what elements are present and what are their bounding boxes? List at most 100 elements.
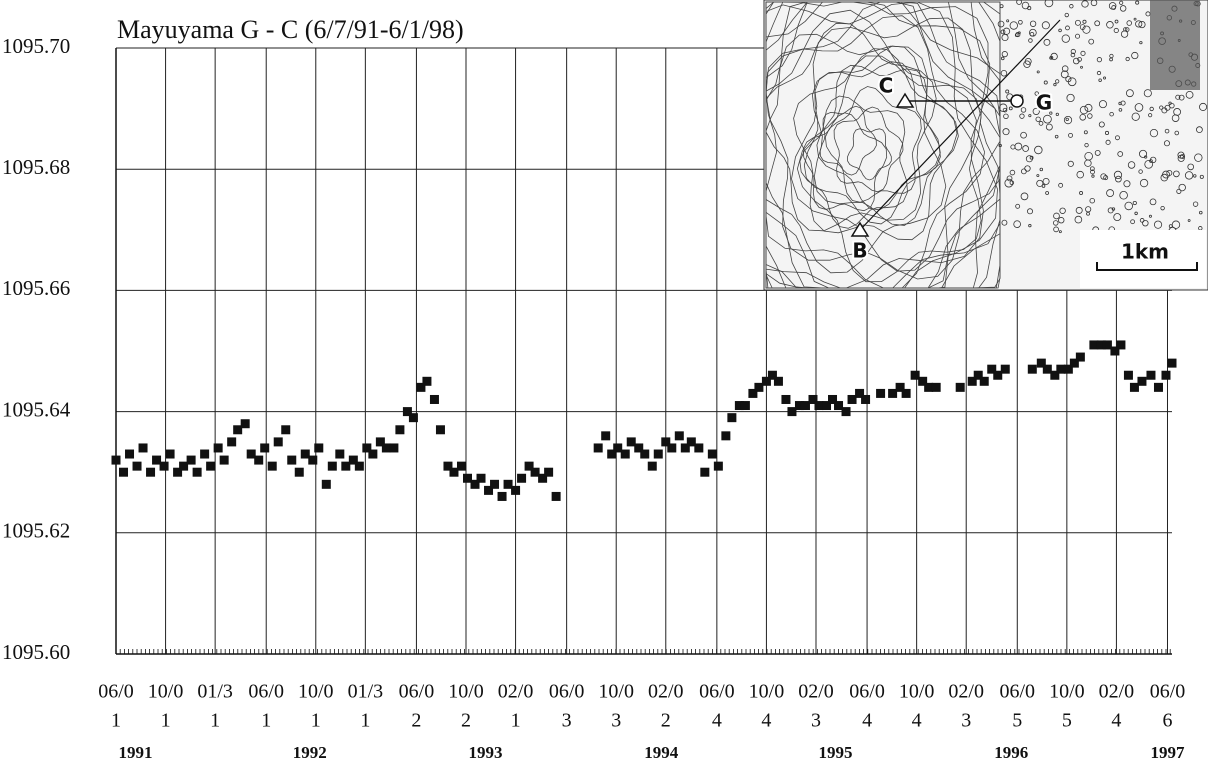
point bbox=[640, 450, 649, 459]
x-tick-label: 10/0 bbox=[899, 681, 935, 703]
point bbox=[667, 443, 676, 452]
x-tick-sublabel: 5 bbox=[1062, 710, 1072, 732]
point bbox=[727, 413, 736, 422]
point bbox=[193, 468, 202, 477]
x-tick-label: 10/0 bbox=[598, 681, 634, 703]
map-label: C bbox=[879, 74, 894, 98]
point bbox=[876, 389, 885, 398]
point bbox=[1146, 371, 1155, 380]
x-tick-sublabel: 1 bbox=[111, 710, 121, 732]
x-tick-sublabel: 3 bbox=[562, 710, 572, 732]
y-tick-label: 1095.70 bbox=[2, 34, 70, 58]
point bbox=[741, 401, 750, 410]
point bbox=[1076, 353, 1085, 362]
x-tick-sublabel: 6 bbox=[1162, 710, 1172, 732]
point bbox=[490, 480, 499, 489]
point bbox=[112, 456, 121, 465]
point bbox=[700, 468, 709, 477]
x-tick-sublabel: 3 bbox=[811, 710, 821, 732]
x-tick-label: 10/0 bbox=[1049, 681, 1085, 703]
x-tick-label: 10/0 bbox=[298, 681, 334, 703]
point bbox=[517, 474, 526, 483]
x-tick-sublabel: 2 bbox=[661, 710, 671, 732]
point bbox=[721, 431, 730, 440]
x-tick-sublabel: 4 bbox=[912, 710, 922, 732]
point bbox=[389, 443, 398, 452]
point bbox=[166, 450, 175, 459]
x-tick-sublabel: 1 bbox=[210, 710, 220, 732]
point bbox=[295, 468, 304, 477]
x-tick-label: 02/0 bbox=[648, 681, 684, 703]
year-label: 1993 bbox=[469, 743, 503, 762]
point bbox=[260, 443, 269, 452]
x-tick-label: 06/0 bbox=[98, 681, 134, 703]
map-label: B bbox=[852, 239, 867, 263]
point bbox=[355, 462, 364, 471]
x-tick-label: 10/0 bbox=[148, 681, 184, 703]
point bbox=[281, 425, 290, 434]
point bbox=[160, 462, 169, 471]
x-tick-sublabel: 1 bbox=[161, 710, 171, 732]
point bbox=[1137, 377, 1146, 386]
x-tick-sublabel: 4 bbox=[862, 710, 872, 732]
point bbox=[133, 462, 142, 471]
x-tick-label: 02/0 bbox=[498, 681, 534, 703]
point bbox=[1168, 359, 1177, 368]
point bbox=[714, 462, 723, 471]
point bbox=[956, 383, 965, 392]
point bbox=[335, 450, 344, 459]
chart-title: Mayuyama G - C (6/7/91-6/1/98) bbox=[117, 15, 464, 44]
point bbox=[206, 462, 215, 471]
year-label: 1996 bbox=[994, 743, 1028, 762]
point bbox=[648, 462, 657, 471]
x-tick-sublabel: 1 bbox=[261, 710, 271, 732]
point bbox=[594, 443, 603, 452]
x-tick-sublabel: 1 bbox=[311, 710, 321, 732]
x-tick-label: 06/0 bbox=[549, 681, 585, 703]
point bbox=[781, 395, 790, 404]
x-tick-label: 06/0 bbox=[849, 681, 885, 703]
point bbox=[241, 419, 250, 428]
x-tick-sublabel: 5 bbox=[1012, 710, 1022, 732]
point bbox=[328, 462, 337, 471]
x-tick-sublabel: 4 bbox=[712, 710, 722, 732]
x-tick-label: 06/0 bbox=[999, 681, 1035, 703]
year-label: 1992 bbox=[293, 743, 327, 762]
point bbox=[287, 456, 296, 465]
x-tick-label: 06/0 bbox=[1150, 681, 1186, 703]
x-tick-sublabel: 3 bbox=[961, 710, 971, 732]
y-tick-label: 1095.68 bbox=[2, 155, 70, 179]
x-tick-label: 10/0 bbox=[448, 681, 484, 703]
y-tick-label: 1095.60 bbox=[2, 640, 70, 664]
chart: Mayuyama G - C (6/7/91-6/1/98) 1095.6010… bbox=[0, 0, 1208, 768]
point bbox=[654, 450, 663, 459]
point bbox=[308, 456, 317, 465]
point bbox=[1116, 340, 1125, 349]
point bbox=[220, 456, 229, 465]
x-tick-sublabel: 3 bbox=[611, 710, 621, 732]
year-label: 1994 bbox=[644, 743, 679, 762]
point bbox=[254, 456, 263, 465]
point bbox=[139, 443, 148, 452]
point bbox=[621, 450, 630, 459]
point bbox=[268, 462, 277, 471]
x-tick-sublabel: 2 bbox=[461, 710, 471, 732]
x-tick-label: 02/0 bbox=[1099, 681, 1135, 703]
point bbox=[1028, 365, 1037, 374]
x-tick-sublabel: 1 bbox=[511, 710, 521, 732]
year-label: 1991 bbox=[119, 743, 153, 762]
point bbox=[274, 437, 283, 446]
map-label: G bbox=[1036, 91, 1052, 115]
point bbox=[187, 456, 196, 465]
point bbox=[214, 443, 223, 452]
point bbox=[902, 389, 911, 398]
point bbox=[477, 474, 486, 483]
x-tick-sublabel: 4 bbox=[1111, 710, 1121, 732]
point bbox=[511, 486, 520, 495]
point bbox=[694, 443, 703, 452]
year-label: 1997 bbox=[1150, 743, 1185, 762]
x-tick-label: 10/0 bbox=[749, 681, 785, 703]
point bbox=[119, 468, 128, 477]
point bbox=[601, 431, 610, 440]
point bbox=[498, 492, 507, 501]
